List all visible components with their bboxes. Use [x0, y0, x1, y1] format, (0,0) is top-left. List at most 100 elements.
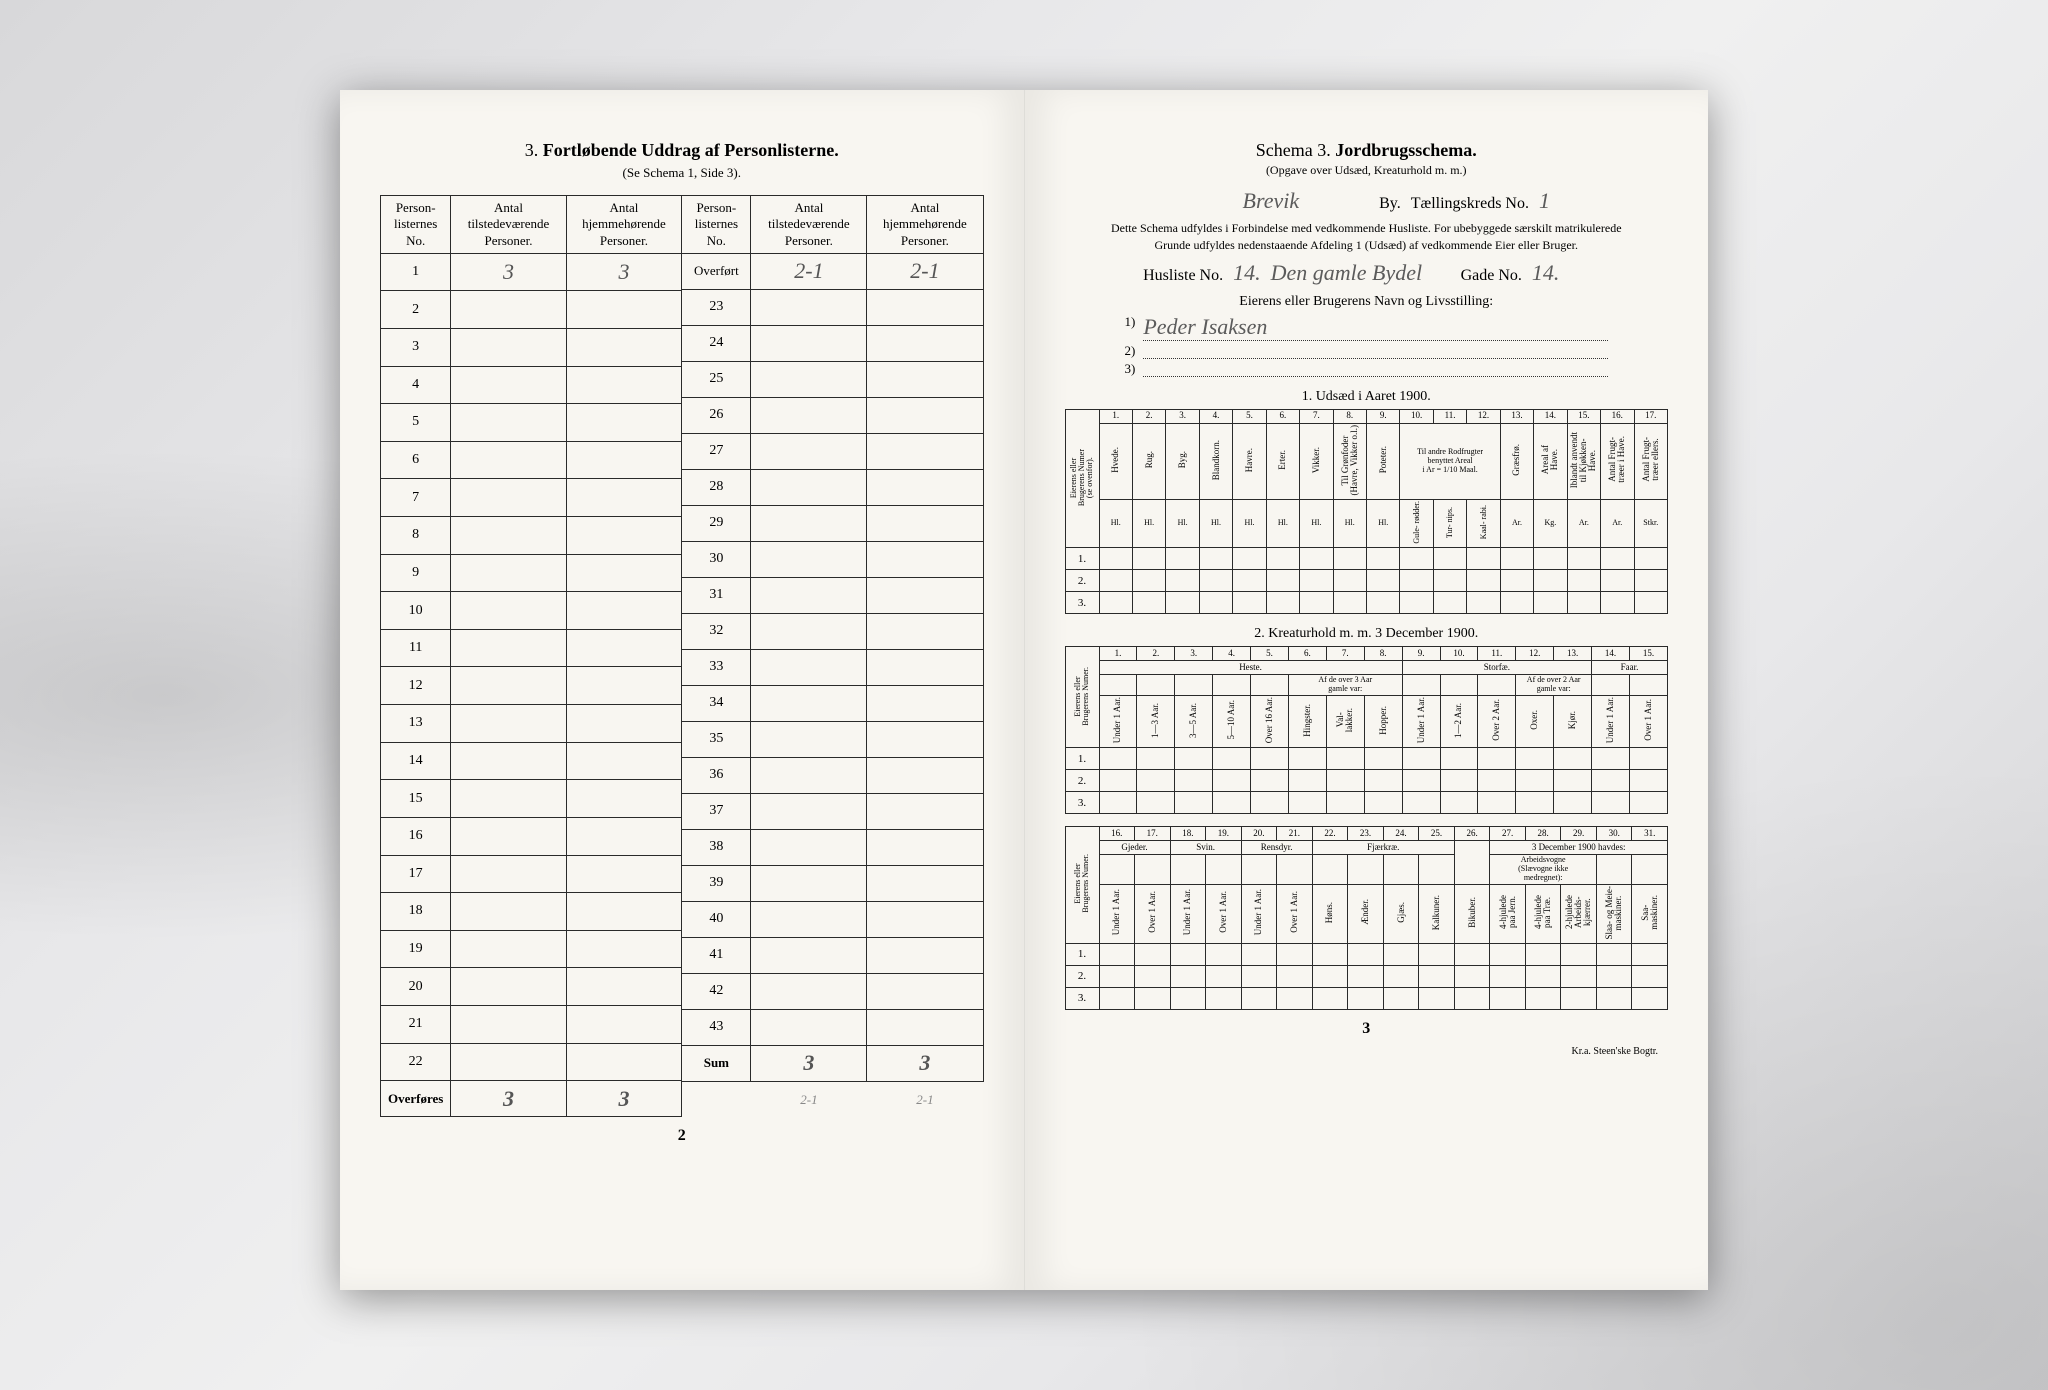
cell-resident: 3 — [566, 253, 682, 291]
row-no: 33 — [682, 649, 751, 685]
row-no: 34 — [682, 685, 751, 721]
cell-resident — [566, 780, 682, 818]
row-no: 25 — [682, 361, 751, 397]
cell-present — [451, 592, 566, 630]
left-subtitle: (Se Schema 1, Side 3). — [380, 165, 984, 181]
cell-present: 3 — [451, 253, 566, 291]
cell-present — [451, 629, 566, 667]
cell-resident — [867, 901, 983, 937]
left-title: 3. Fortløbende Uddrag af Personlisterne. — [380, 140, 984, 161]
cell-resident — [566, 1005, 682, 1043]
th-present: Antal tilstedeværende Personer. — [451, 196, 566, 254]
gade-no: 14. — [1532, 260, 1560, 286]
cell-present — [451, 1005, 566, 1043]
cell-present — [751, 973, 867, 1009]
cell-resident — [867, 289, 983, 325]
cell-resident — [566, 554, 682, 592]
cell-resident — [867, 937, 983, 973]
table-b: Person- listernes No. Antal tilstedevære… — [681, 195, 983, 1117]
cell-resident — [566, 291, 682, 329]
below-resident: 2-1 — [867, 1081, 983, 1117]
row-no: 3 — [381, 328, 451, 366]
cell-resident — [867, 649, 983, 685]
cell-resident — [566, 592, 682, 630]
cell-present — [451, 968, 566, 1006]
sec1-table: Eierens ellerBrugerens Numer(se ovenfor)… — [1065, 409, 1669, 615]
town-line: Brevik By. Tællingskreds No. 1 — [1065, 188, 1669, 214]
row-no: 28 — [682, 469, 751, 505]
cell-present — [751, 361, 867, 397]
sum-resident: 3 — [867, 1045, 983, 1081]
cell-resident — [867, 613, 983, 649]
right-subtitle: (Opgave over Udsæd, Kreaturhold m. m.) — [1065, 163, 1669, 178]
table-a: Person- listernes No. Antal tilstedevære… — [380, 195, 682, 1117]
row-no: 13 — [381, 705, 451, 743]
document-spread: 3. Fortløbende Uddrag af Personlisterne.… — [340, 90, 1708, 1290]
row-no: 35 — [682, 721, 751, 757]
cell-resident — [867, 757, 983, 793]
row-no: 20 — [381, 968, 451, 1006]
cell-resident — [867, 541, 983, 577]
cell-present — [451, 479, 566, 517]
cell-resident — [566, 1043, 682, 1081]
row-no: 18 — [381, 893, 451, 931]
th-resident-b: Antal hjemmehørende Personer. — [867, 196, 983, 254]
left-page: 3. Fortløbende Uddrag af Personlisterne.… — [340, 90, 1025, 1290]
cell-present — [751, 757, 867, 793]
cell-present — [751, 397, 867, 433]
husliste-line: Husliste No. 14. Den gamle Bydel Gade No… — [1065, 260, 1669, 286]
row-no: 24 — [682, 325, 751, 361]
cell-present — [451, 1043, 566, 1081]
husliste-label: Husliste No. — [1143, 267, 1223, 285]
row-no: 30 — [682, 541, 751, 577]
cell-present — [451, 855, 566, 893]
row-no: 31 — [682, 577, 751, 613]
cell-present — [451, 893, 566, 931]
row-no: 4 — [381, 366, 451, 404]
cell-present — [751, 829, 867, 865]
row-no: 6 — [381, 441, 451, 479]
sec2-table: Eierens ellerBrugerens Numer.1.2.3.4.5.6… — [1065, 646, 1669, 814]
cell-present — [751, 901, 867, 937]
gade-label: Gade No. — [1461, 267, 1522, 285]
row-no: 17 — [381, 855, 451, 893]
district-no: 1 — [1539, 188, 1550, 214]
cell-present — [451, 667, 566, 705]
cell-resident — [566, 742, 682, 780]
sum-present: 3 — [751, 1045, 867, 1081]
row-no: 43 — [682, 1009, 751, 1045]
sec2-title: 2. Kreaturhold m. m. 3 December 1900. — [1065, 626, 1669, 642]
row-no: 41 — [682, 937, 751, 973]
cell-resident — [566, 441, 682, 479]
cell-present — [751, 613, 867, 649]
cell-present — [451, 554, 566, 592]
cell-resident — [566, 328, 682, 366]
row-no: 27 — [682, 433, 751, 469]
th-no: Person- listernes No. — [381, 196, 451, 254]
row-no: 2 — [381, 291, 451, 329]
overfort-label: Overført — [682, 253, 751, 289]
cell-present — [451, 291, 566, 329]
husliste-no: 14. — [1233, 260, 1261, 286]
cell-present — [751, 577, 867, 613]
cell-resident — [867, 793, 983, 829]
row-no: 15 — [381, 780, 451, 818]
row-no: 38 — [682, 829, 751, 865]
cell-present — [451, 517, 566, 555]
cell-present — [751, 793, 867, 829]
cell-resident — [566, 968, 682, 1006]
owner-3: 3) — [1125, 361, 1609, 377]
cell-resident — [867, 469, 983, 505]
cell-present — [451, 817, 566, 855]
cell-present — [451, 328, 566, 366]
left-page-number: 2 — [380, 1127, 984, 1145]
row-no: 23 — [682, 289, 751, 325]
right-page: Schema 3. Jordbrugsschema. (Opgave over … — [1025, 90, 1709, 1290]
cell-present — [451, 930, 566, 968]
cell-resident — [566, 629, 682, 667]
cell-present — [451, 705, 566, 743]
cell-present — [751, 937, 867, 973]
overfores-label: Overføres — [381, 1081, 451, 1117]
cell-resident — [867, 1009, 983, 1045]
row-no: 9 — [381, 554, 451, 592]
